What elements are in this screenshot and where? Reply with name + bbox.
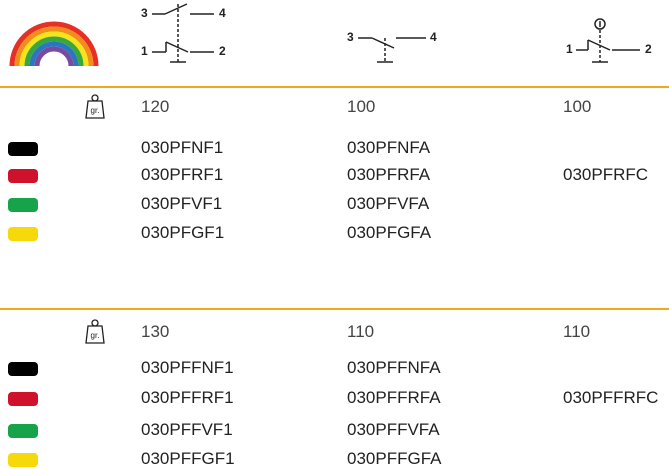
terminal-label: 1 (141, 44, 148, 58)
color-swatch (8, 424, 38, 438)
product-code: 030PFRFC (563, 165, 649, 184)
product-code: 030PFRF1 (141, 165, 224, 184)
color-swatch (8, 198, 38, 212)
color-swatch (8, 362, 38, 376)
weight: 110 (563, 322, 591, 341)
color-swatch (8, 169, 38, 183)
terminal-label: 2 (645, 42, 652, 56)
terminal-label: 1 (566, 42, 573, 56)
weight-icon: gr. (85, 319, 105, 344)
terminal-label: 4 (430, 30, 437, 44)
product-code: 030PFNF1 (141, 138, 224, 157)
switch-diagram-3 (576, 18, 640, 63)
color-swatch (8, 142, 38, 156)
terminal-label: 2 (219, 44, 226, 58)
color-swatch (8, 453, 38, 467)
weight: 100 (347, 97, 376, 116)
product-code: 030PFFRFC (563, 388, 659, 407)
color-swatch (8, 392, 38, 406)
product-code: 030PFFRF1 (141, 388, 234, 407)
terminal-label: 4 (219, 6, 226, 20)
weight-unit: gr. (91, 106, 100, 115)
product-code: 030PFFNF1 (141, 358, 234, 377)
color-swatch (8, 227, 38, 241)
product-code: 030PFVF1 (141, 194, 223, 213)
product-code: 030PFGF1 (141, 223, 225, 242)
switch-diagram-1 (152, 3, 214, 63)
divider (0, 308, 669, 310)
weight-unit: gr. (91, 331, 100, 340)
product-code: 030PFRFA (347, 165, 431, 184)
product-code: 030PFNFA (347, 138, 431, 157)
product-code: 030PFFGFA (347, 449, 442, 468)
product-code: 030PFGFA (347, 223, 432, 242)
product-code: 030PFVFA (347, 194, 430, 213)
product-code: 030PFFRFA (347, 388, 441, 407)
terminal-label: 3 (141, 6, 148, 20)
product-code: 030PFFGF1 (141, 449, 235, 468)
weight-icon: gr. (85, 94, 105, 119)
product-code: 030PFFNFA (347, 358, 441, 377)
product-code: 030PFFVF1 (141, 420, 233, 439)
weight: 120 (141, 97, 170, 116)
header-diagrams: 3 4 1 2 3 4 1 2 (0, 0, 652, 67)
rainbow-icon (0, 0, 100, 67)
product-code: 030PFFVFA (347, 420, 440, 439)
divider (0, 86, 669, 88)
weight: 100 (563, 97, 592, 116)
switch-diagram-2 (358, 37, 426, 63)
weight: 110 (347, 322, 375, 341)
weight: 130 (141, 322, 170, 341)
terminal-label: 3 (347, 30, 354, 44)
